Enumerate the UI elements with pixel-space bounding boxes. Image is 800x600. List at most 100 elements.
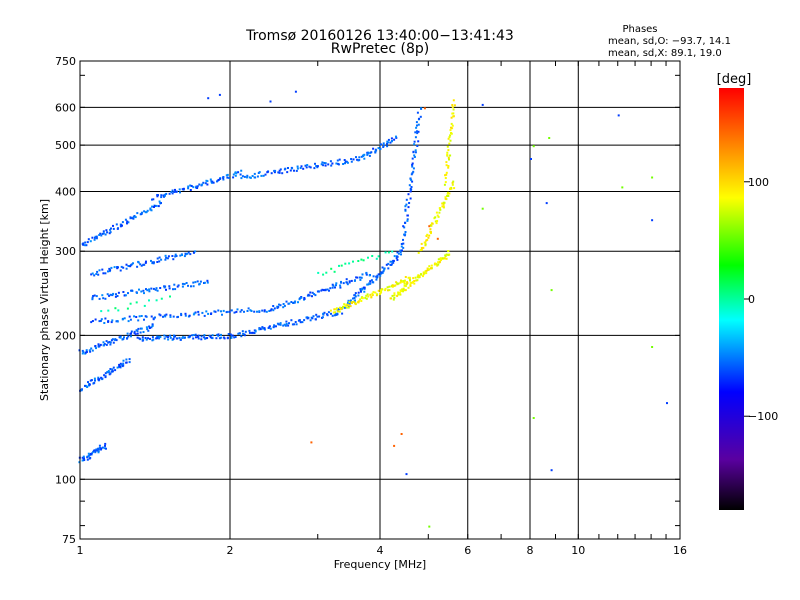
data-point [139,331,142,334]
data-point [181,285,184,288]
data-point [428,265,431,268]
data-point [100,376,103,379]
x-tick-label: 6 [464,544,471,557]
data-point [205,310,208,313]
data-point [384,289,387,292]
data-point [156,261,159,263]
data-point [450,116,453,119]
data-point [238,332,241,335]
data-point [183,283,186,286]
data-point [164,258,167,261]
data-point [436,214,439,217]
data-point [449,134,452,137]
data-point [345,278,348,281]
data-point [434,220,437,223]
data-point [355,276,358,279]
data-point [396,294,399,297]
data-point [174,288,177,291]
data-point [296,165,299,168]
data-point [108,232,111,235]
data-point [204,337,206,340]
data-point [379,148,382,151]
data-point [209,178,212,181]
data-point [135,316,138,318]
data-point [108,294,111,297]
data-point [347,305,350,308]
data-point [129,217,132,220]
data-point [148,299,150,302]
data-point [85,385,88,388]
data-point [426,267,429,270]
data-point [215,337,218,340]
data-point [416,279,419,282]
data-point [346,283,349,286]
data-point [151,261,154,264]
data-point [117,227,119,230]
data-point [95,295,98,298]
data-point [149,337,151,340]
data-point [90,379,93,382]
data-point [184,336,186,339]
data-point [101,268,104,271]
data-point [190,285,192,288]
data-point [279,322,282,325]
data-point [269,100,272,103]
data-point [152,317,155,320]
data-point [331,283,334,286]
data-point [145,315,148,318]
data-point [342,163,345,165]
data-point [184,314,187,317]
data-point [248,176,251,179]
data-point [160,196,163,199]
data-point [415,279,418,282]
data-point [409,283,412,286]
data-point [156,194,159,196]
data-point [357,260,360,262]
data-point [98,269,101,272]
data-point [313,167,316,170]
data-point [287,167,289,169]
data-point [204,182,207,185]
data-point [354,292,357,295]
data-point [181,282,184,285]
data-point [446,195,449,197]
data-point [107,309,110,312]
data-point [119,335,122,338]
data-point [146,289,149,292]
data-point [93,294,96,297]
data-point [235,310,238,313]
data-point [160,194,163,197]
data-point [353,279,356,282]
data-point [81,459,84,462]
data-point [158,335,161,338]
data-point [425,235,428,237]
data-point [131,217,134,220]
data-point [95,237,98,240]
data-point [291,323,294,326]
y-tick-label: 300 [55,245,76,258]
data-point [294,90,297,93]
data-point [284,324,287,327]
data-point [89,452,92,455]
data-point [435,222,438,225]
data-point [384,251,387,254]
data-point [447,137,450,140]
chart-subtitle: RwPretec (8p) [331,41,429,57]
data-point [445,257,448,260]
data-point [217,334,220,337]
data-point [221,313,223,316]
data-point [155,287,158,290]
data-point [101,446,104,449]
data-point [428,234,431,237]
data-point [105,447,107,450]
data-point [111,319,114,322]
data-point [451,124,454,127]
data-point [95,273,98,275]
data-point [134,333,137,336]
data-point [151,336,154,339]
data-point [116,295,119,297]
data-point [395,135,397,138]
data-point [333,270,336,273]
data-point [444,177,447,179]
data-point [156,195,159,198]
